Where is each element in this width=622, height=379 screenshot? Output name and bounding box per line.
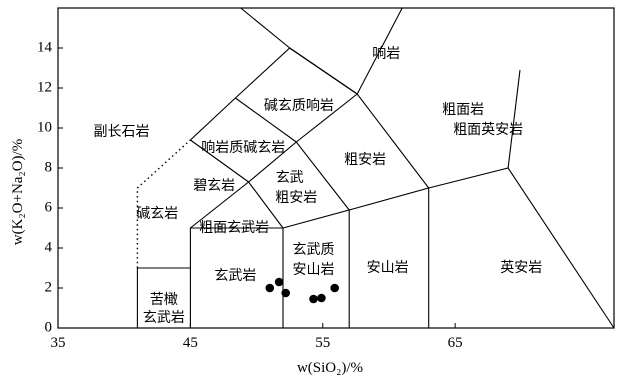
field-label-3: 粗面岩 bbox=[442, 102, 484, 118]
boundary-line-15 bbox=[356, 7, 403, 95]
field-label-1: 响岩 bbox=[372, 46, 400, 62]
boundary-line-16 bbox=[240, 7, 291, 49]
field-label-7: 粗安岩 bbox=[344, 152, 386, 168]
x-tick-label-35: 35 bbox=[51, 335, 66, 351]
field-label-19: 玄武岩 bbox=[143, 309, 185, 326]
field-label-16: 英安岩 bbox=[500, 259, 542, 276]
x-tick-label-55: 55 bbox=[315, 335, 330, 351]
field-label-18: 苦橄 bbox=[150, 292, 178, 308]
field-label-5: 副长石岩 bbox=[94, 124, 150, 140]
y-tick-label-2: 2 bbox=[45, 279, 53, 295]
x-tick-label-65: 65 bbox=[448, 335, 463, 351]
y-tick-label-14: 14 bbox=[37, 39, 53, 55]
field-label-9: 粗安岩 bbox=[275, 190, 317, 206]
field-label-11: 碱玄岩 bbox=[136, 205, 178, 222]
y-tick-label-4: 4 bbox=[45, 239, 53, 255]
y-tick-label-8: 8 bbox=[45, 159, 53, 175]
boundary-line-12 bbox=[235, 97, 297, 143]
boundary-line-6 bbox=[428, 167, 615, 329]
field-label-12: 粗面玄武岩 bbox=[199, 219, 269, 236]
field-boundaries bbox=[136, 7, 615, 329]
field-label-4: 粗面英安岩 bbox=[453, 121, 523, 138]
data-point-3 bbox=[281, 288, 291, 298]
axis-ticks: 35 45 55 65 0 2 4 6 8 10 12 14 bbox=[37, 39, 463, 351]
field-label-10: 碧玄岩 bbox=[193, 177, 235, 194]
y-axis-title: w(K₂O+Na₂O)/% bbox=[10, 139, 26, 245]
field-label-2: 碱玄质响岩 bbox=[264, 97, 334, 114]
boundary-line-5 bbox=[349, 187, 430, 328]
data-point-4 bbox=[309, 294, 318, 304]
data-point-5 bbox=[317, 293, 326, 303]
data-points bbox=[265, 277, 340, 304]
field-label-13: 玄武质 bbox=[293, 241, 335, 258]
field-label-8: 玄武 bbox=[276, 169, 304, 186]
field-label-15: 安山岩 bbox=[367, 260, 409, 276]
field-label-17: 玄武岩 bbox=[214, 267, 256, 284]
y-tick-label-10: 10 bbox=[37, 119, 52, 135]
data-point-2 bbox=[274, 277, 284, 287]
boundary-line-14 bbox=[190, 47, 358, 141]
field-label-6: 响岩质碱玄岩 bbox=[201, 139, 285, 156]
data-point-6 bbox=[330, 283, 340, 293]
data-point-1 bbox=[265, 283, 275, 293]
boundary-line-3 bbox=[189, 227, 284, 328]
y-tick-label-12: 12 bbox=[37, 79, 52, 95]
x-axis-title: w(SiO₂)/% bbox=[297, 360, 363, 376]
boundary-line-17 bbox=[136, 139, 191, 268]
field-label-14: 安山岩 bbox=[293, 262, 335, 278]
boundary-line-7 bbox=[507, 69, 521, 169]
y-tick-label-6: 6 bbox=[45, 199, 53, 215]
x-tick-label-45: 45 bbox=[183, 335, 198, 351]
boundary-line-11 bbox=[190, 139, 249, 183]
y-tick-label-0: 0 bbox=[45, 319, 53, 335]
plot-frame bbox=[57, 7, 615, 329]
plot-border bbox=[57, 7, 615, 329]
